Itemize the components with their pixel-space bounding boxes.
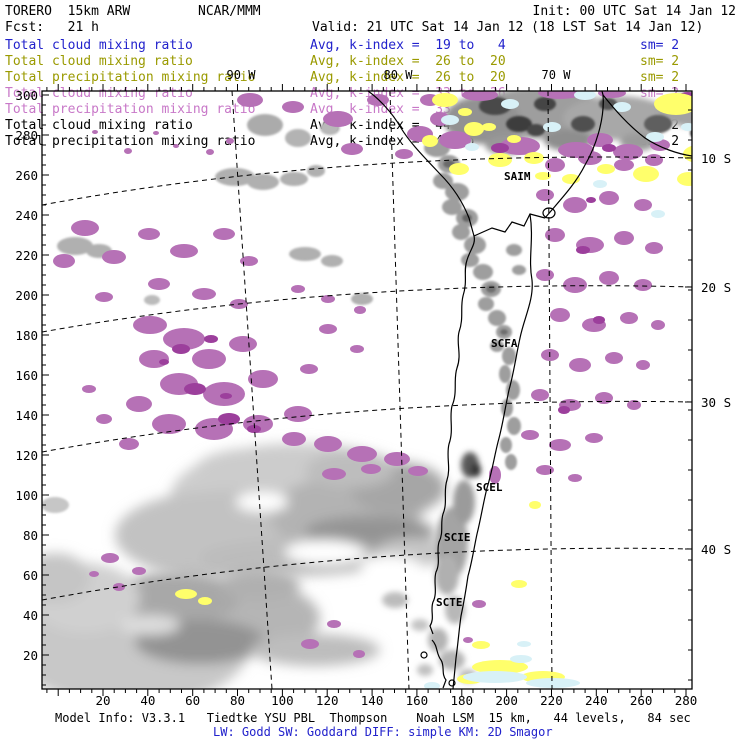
legend-sm: sm= 2: [640, 70, 680, 85]
legend-row: Total cloud mixing ratio Avg, k-index = 3…: [0, 86, 740, 102]
gray-cloud-south-central: [115, 443, 455, 580]
magenta-field: [53, 91, 692, 658]
legend-label: Total cloud mixing ratio: [5, 54, 193, 69]
y-tick-label: 180: [15, 328, 38, 343]
legend-row: Total cloud mixing ratio Avg, k-index = 2…: [0, 54, 740, 70]
axis-ticks: [42, 84, 692, 696]
model-title: TORERO 15km ARW: [5, 4, 131, 19]
coastline: [367, 91, 475, 635]
legend-stats: Avg, k-index = 33 to 26: [310, 86, 506, 101]
legend-stats: Avg, k-index = 26 to 20: [310, 54, 506, 69]
x-tick-label: 60: [185, 693, 201, 708]
station-label: SCEL: [476, 481, 503, 494]
physics-info-line: LW: Godd SW: Goddard DIFF: simple KM: 2D…: [213, 725, 553, 739]
x-tick-label: 160: [405, 693, 429, 708]
y-tick-label: 120: [15, 448, 38, 463]
graticule: [42, 91, 692, 689]
y-tick-label: 40: [22, 608, 38, 623]
forecast-hour: Fcst: 21 h: [5, 20, 99, 35]
legend-sm: sm= 2: [640, 118, 680, 133]
legend-stats: Avg, k-index = 26 to 20: [310, 70, 506, 85]
x-tick-label: 240: [585, 693, 608, 708]
legend-sm: sm= 2: [640, 134, 680, 149]
x-tick-label: 180: [450, 693, 474, 708]
y-tick-label: 140: [15, 408, 38, 423]
gray-cloud-andes: [424, 139, 526, 470]
gray-cloud-coast: [382, 452, 481, 683]
coastline-borders: [367, 91, 692, 689]
cyan-field: [424, 91, 692, 689]
y-tick-label: 220: [15, 248, 38, 263]
gray-cloud-scatter: [42, 114, 373, 513]
x-tick-label: 220: [540, 693, 563, 708]
legend-sm: sm= 2: [640, 54, 680, 69]
y-tick-label: 20: [22, 648, 38, 663]
lat-label: 40 S: [701, 542, 732, 557]
station-label: SAIM: [504, 170, 531, 183]
y-tick-label: 100: [15, 488, 38, 503]
border-chile-argentina: [452, 213, 533, 689]
plot-frame: [41, 90, 693, 690]
valid-time: Valid: 21 UTC Sat 14 Jan 12 (18 LST Sat …: [312, 20, 704, 35]
init-time: Init: 00 UTC Sat 14 Jan 12: [532, 4, 737, 19]
y-tick-label: 260: [15, 168, 38, 183]
x-tick-label: 100: [271, 693, 294, 708]
lake-titicaca: [542, 207, 556, 219]
legend-sm: sm= 2: [640, 102, 680, 117]
x-tick-label: 80: [230, 693, 246, 708]
legend-label: Total precipitation mixing ratio: [5, 70, 256, 85]
y-tick-label: 160: [15, 368, 38, 383]
legend-row: Total cloud mixing ratio Avg, k-index = 1…: [0, 38, 740, 54]
island-chiloe: [431, 639, 447, 689]
legend-label: Total cloud mixing ratio: [5, 38, 193, 53]
y-tick-label: 280: [15, 128, 38, 143]
legend-stats: Avg, k-index = 44 to 41: [310, 134, 506, 149]
x-tick-label: 20: [95, 693, 111, 708]
legend-sm: sm= 2: [640, 38, 680, 53]
y-tick-label: 200: [15, 288, 38, 303]
gray-cloud-bottom-left: [42, 553, 380, 689]
station-label: SCTE: [436, 596, 463, 609]
legend-label: Total precipitation mixing ratio: [5, 134, 256, 149]
legend-sm: sm= 2: [640, 86, 680, 101]
center-name: NCAR/MMM: [198, 4, 261, 19]
legend-stats: Avg, k-index = 33 to 26: [310, 102, 506, 117]
legend-stats: Avg, k-index = 19 to 4: [310, 38, 506, 53]
station-label: SCIE: [444, 531, 471, 544]
legend-row: Total precipitation mixing ratio Avg, k-i…: [0, 102, 740, 118]
x-tick-label: 200: [495, 693, 518, 708]
station-label: SCFA: [491, 337, 518, 350]
x-tick-label: 140: [360, 693, 384, 708]
lat-label: 10 S: [701, 151, 732, 166]
x-tick-label: 120: [315, 693, 339, 708]
x-tick-label: 260: [629, 693, 653, 708]
x-tick-label: 280: [674, 693, 698, 708]
legend-stats: Avg, k-index = 44 to 41: [310, 118, 506, 133]
legend-label: Total precipitation mixing ratio: [5, 102, 256, 117]
lat-label: 30 S: [701, 395, 732, 410]
border-peru-bolivia: [473, 213, 546, 237]
x-tick-label: 40: [140, 693, 156, 708]
legend-row: Total precipitation mixing ratio Avg, k-i…: [0, 134, 740, 150]
yellow-field: [175, 93, 692, 684]
legend-row: Total cloud mixing ratio Avg, k-index = 4…: [0, 118, 740, 134]
y-tick-label: 300: [15, 88, 38, 103]
y-tick-label: 80: [22, 528, 38, 543]
y-tick-label: 60: [22, 568, 38, 583]
lat-label: 20 S: [701, 280, 732, 295]
model-info-line: Model Info: V3.3.1 Tiedtke YSU PBL Thomp…: [55, 711, 691, 725]
legend-row: Total precipitation mixing ratio Avg, k-i…: [0, 70, 740, 86]
y-tick-label: 240: [15, 208, 38, 223]
